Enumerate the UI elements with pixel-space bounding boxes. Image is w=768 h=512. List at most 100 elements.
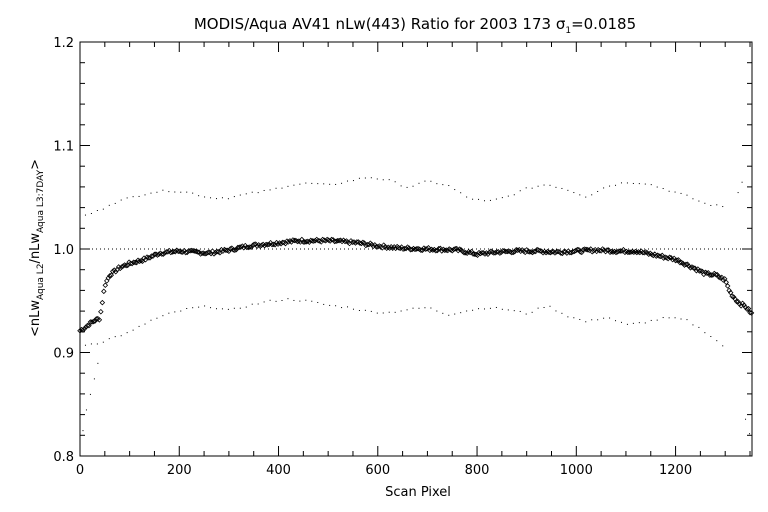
mean-point	[264, 242, 271, 248]
upper-envelope-dot	[442, 184, 444, 186]
mean-point	[151, 251, 158, 258]
mean-point	[190, 247, 196, 254]
lower-envelope-dot	[347, 306, 349, 308]
mean-point	[430, 247, 436, 253]
mean-point	[605, 247, 612, 253]
mean-point	[199, 250, 205, 256]
upper-envelope-dot	[263, 189, 265, 191]
upper-envelope-dot	[716, 204, 718, 206]
mean-point	[291, 237, 298, 244]
upper-envelope-dot	[335, 183, 337, 185]
mean-point	[497, 250, 503, 256]
lower-envelope-dot	[513, 310, 515, 312]
mean-point	[99, 299, 106, 306]
lower-envelope-dot	[388, 311, 390, 313]
mean-point	[175, 248, 182, 255]
lower-envelope-dot	[489, 307, 491, 309]
lower-envelope-dot	[275, 300, 277, 302]
upper-envelope-dot	[269, 189, 271, 191]
edge-outlier-dot	[745, 418, 747, 420]
upper-envelope-dot	[454, 189, 456, 191]
lower-envelope-dot	[668, 317, 670, 319]
lower-envelope-dot	[650, 319, 652, 321]
mean-point	[324, 236, 330, 243]
lower-envelope-dot	[680, 318, 682, 320]
lower-envelope-dot	[543, 306, 545, 308]
upper-envelope-dot	[424, 180, 426, 182]
mean-point	[576, 247, 582, 253]
upper-envelope-dot	[144, 194, 146, 196]
mean-point	[232, 247, 238, 254]
lower-envelope-dot	[180, 310, 182, 312]
lower-envelope-dot	[287, 298, 289, 300]
lower-envelope-dot	[233, 307, 235, 309]
lower-envelope-dot	[311, 300, 313, 302]
mean-point	[584, 246, 591, 253]
mean-point	[179, 249, 186, 255]
x-tick-label: 800	[465, 463, 490, 478]
upper-envelope-dot	[275, 187, 277, 189]
mean-point	[392, 245, 399, 252]
lower-envelope-dot	[198, 306, 200, 308]
mean-point	[223, 247, 229, 253]
mean-point	[604, 247, 610, 253]
mean-point	[168, 249, 174, 256]
lower-envelope-dot	[567, 316, 569, 318]
x-tick-label: 1000	[560, 463, 593, 478]
mean-point	[321, 237, 327, 243]
mean-point	[510, 249, 517, 256]
upper-envelope-dot	[418, 182, 420, 184]
mean-point	[214, 248, 220, 255]
lower-envelope-dot	[323, 303, 325, 305]
upper-envelope-dot	[382, 179, 384, 181]
upper-envelope-dot	[245, 193, 247, 195]
mean-point	[389, 245, 396, 252]
mean-point	[506, 248, 512, 254]
upper-envelope-dot	[525, 187, 527, 189]
lower-envelope-dot	[215, 308, 217, 310]
lower-envelope-dot	[710, 336, 712, 338]
upper-envelope-dot	[370, 177, 372, 179]
lower-envelope-dot	[406, 309, 408, 311]
title-sigma: σ	[556, 15, 566, 33]
mean-point	[279, 239, 286, 246]
mean-point	[376, 243, 383, 249]
mean-point	[614, 249, 621, 255]
mean-point	[165, 249, 171, 255]
mean-point	[433, 247, 439, 254]
lower-envelope-dot	[299, 300, 301, 302]
mean-point	[102, 282, 109, 289]
mean-point	[704, 270, 710, 276]
upper-envelope-dot	[299, 183, 301, 185]
mean-point	[211, 251, 217, 257]
lower-envelope-dot	[376, 312, 378, 314]
upper-envelope-dot	[90, 212, 92, 214]
mean-point	[415, 245, 421, 252]
lower-envelope-dot	[114, 336, 116, 338]
upper-envelope-dot	[710, 204, 712, 206]
y-axis-label: <nLwAqua L2/nLwAqua L3:7DAY>	[28, 159, 46, 337]
mean-point	[302, 239, 308, 245]
mean-point	[418, 247, 424, 254]
upper-envelope-dot	[626, 182, 628, 184]
mean-point	[689, 264, 695, 270]
upper-envelope-dot	[430, 180, 432, 182]
mean-point	[342, 238, 348, 245]
upper-envelope-dot	[686, 194, 688, 196]
mean-point	[444, 247, 451, 254]
title-sigma-subscript: 1	[565, 26, 571, 36]
mean-point	[555, 248, 561, 255]
upper-envelope-dot	[96, 209, 98, 211]
upper-envelope-dot	[192, 192, 194, 194]
upper-envelope-dot	[531, 187, 533, 189]
lower-envelope-dot	[150, 319, 152, 321]
mean-point	[619, 248, 625, 254]
upper-envelope-dot	[406, 186, 408, 188]
mean-point	[507, 249, 514, 255]
upper-envelope-dot	[680, 192, 682, 194]
lower-envelope-dot	[412, 307, 414, 309]
y-label-open: <nLw	[28, 300, 43, 337]
mean-point	[455, 247, 461, 254]
lower-envelope-dot	[221, 308, 223, 310]
x-tick-label: 1200	[659, 463, 692, 478]
